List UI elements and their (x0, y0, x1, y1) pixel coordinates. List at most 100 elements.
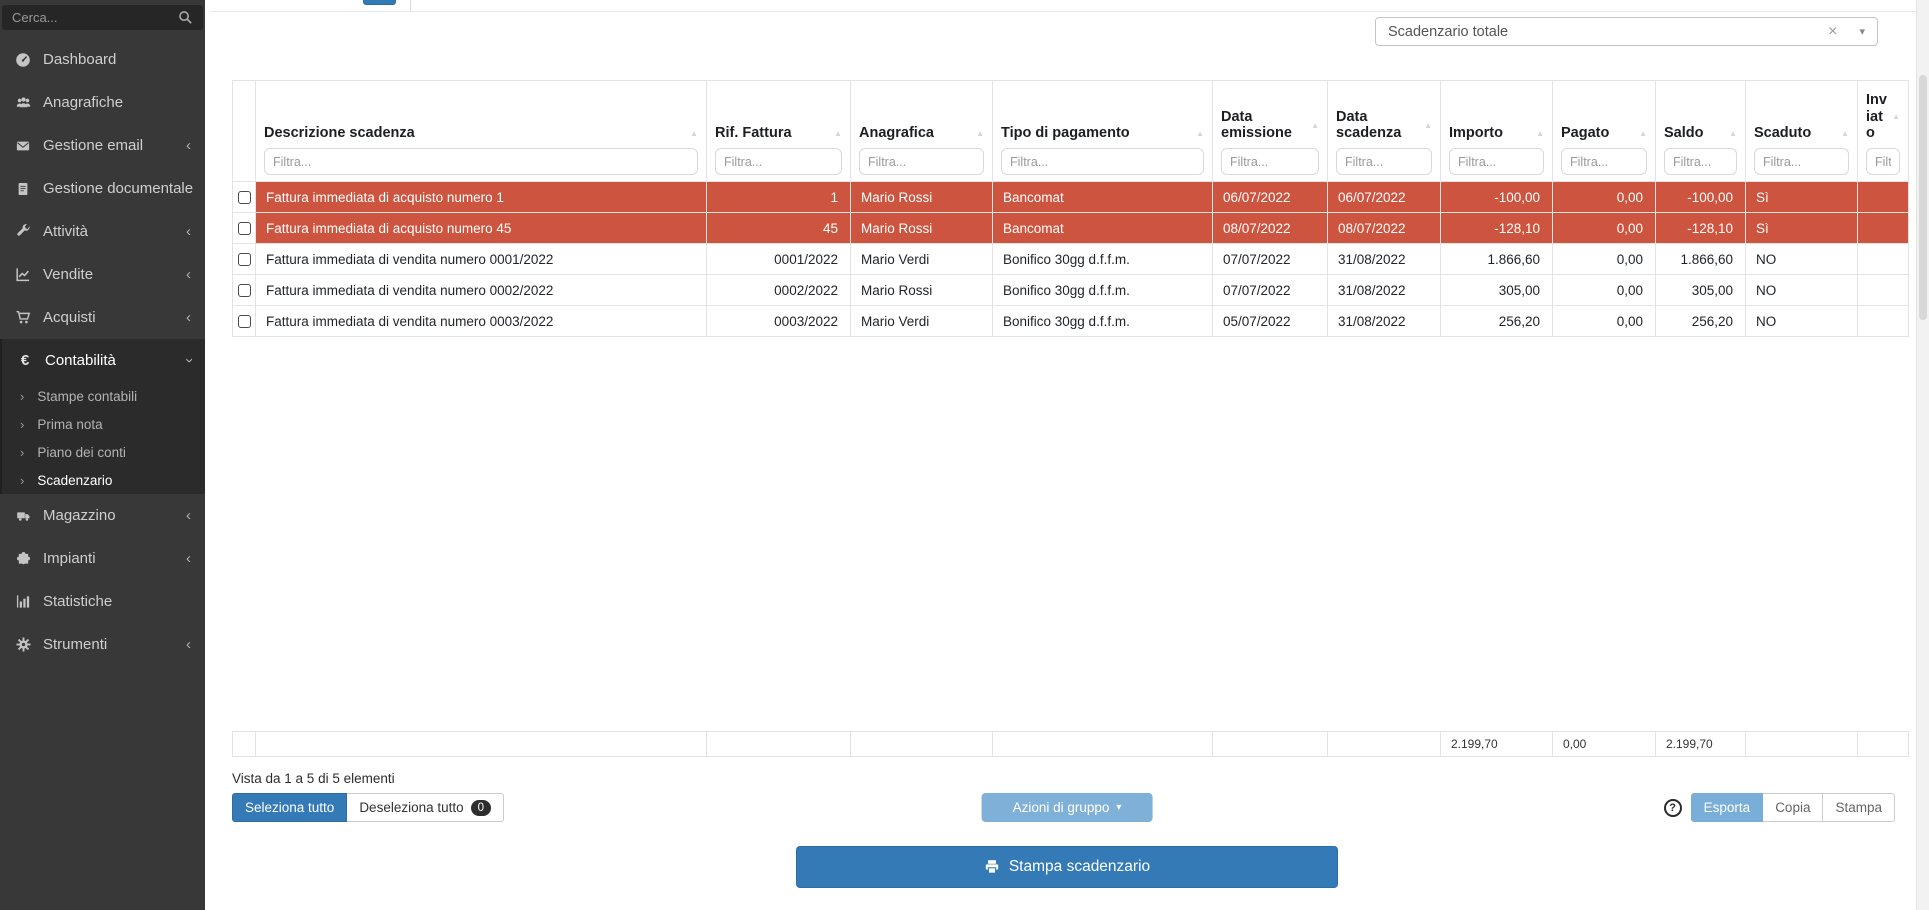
sidebar-item-label: Gestione documentale (43, 180, 193, 197)
column-header-inviato[interactable]: Inviato▲ (1858, 81, 1909, 182)
users-icon (14, 95, 32, 111)
copy-button[interactable]: Copia (1763, 793, 1823, 822)
table-row[interactable]: Fattura immediata di vendita numero 0002… (233, 275, 1909, 306)
submenu-arrow-icon: › (20, 389, 24, 404)
sidebar-item-magazzino[interactable]: Magazzino ‹ (0, 494, 205, 537)
column-header-data-emissione[interactable]: Data emissione▲ (1213, 81, 1328, 182)
sidebar-item-dashboard[interactable]: Dashboard (0, 38, 205, 81)
cell-saldo: -100,00 (1656, 182, 1746, 213)
sidebar-item-label: Acquisti (43, 309, 96, 326)
row-checkbox[interactable] (238, 284, 251, 297)
sidebar-item-label: Gestione email (43, 137, 143, 154)
cell-descrizione: Fattura immediata di acquisto numero 1 (256, 182, 707, 213)
sidebar-subitem-piano-dei-conti[interactable]: › Piano dei conti (2, 438, 205, 466)
cell-scaduto: Sì (1746, 182, 1858, 213)
filter-input-scaduto[interactable] (1754, 148, 1849, 175)
select-all-button[interactable]: Seleziona tutto (232, 793, 347, 822)
filter-input-tipo-pagamento[interactable] (1001, 148, 1204, 175)
chevron-left-icon: ‹ (186, 310, 191, 325)
column-header-pagato[interactable]: Pagato▲ (1553, 81, 1656, 182)
column-header-saldo[interactable]: Saldo▲ (1656, 81, 1746, 182)
table-row[interactable]: Fattura immediata di acquisto numero 45 … (233, 213, 1909, 244)
print-button[interactable]: Stampa (1823, 793, 1895, 822)
sidebar-item-strumenti[interactable]: Strumenti ‹ (0, 623, 205, 666)
sidebar-item-gestione-email[interactable]: Gestione email ‹ (0, 124, 205, 167)
topbar: Scadenzario totale × ▾ (205, 0, 1929, 80)
sidebar-item-attivita[interactable]: Attività ‹ (0, 210, 205, 253)
sort-icon: ▲ (1636, 129, 1647, 138)
chevron-left-icon: ‹ (186, 508, 191, 523)
filter-input-data-scadenza[interactable] (1336, 148, 1432, 175)
active-tab-remnant[interactable] (363, 0, 396, 5)
scrollbar-thumb[interactable] (1919, 75, 1927, 320)
table-row[interactable]: Fattura immediata di acquisto numero 1 1… (233, 182, 1909, 213)
cell-importo: 256,20 (1441, 306, 1553, 337)
column-header-importo[interactable]: Importo▲ (1441, 81, 1553, 182)
checkbox-cell (233, 213, 256, 244)
filter-input-importo[interactable] (1449, 148, 1544, 175)
sidebar-item-gestione-documentale[interactable]: Gestione documentale (0, 167, 205, 210)
clear-icon[interactable]: × (1828, 23, 1837, 41)
print-schedule-button[interactable]: Stampa scadenzario (796, 846, 1338, 888)
search-input[interactable] (2, 5, 203, 30)
group-actions-wrap: Azioni di gruppo ▾ (982, 793, 1153, 822)
cell-tipo-pagamento: Bancomat (993, 182, 1213, 213)
help-icon[interactable]: ? (1664, 799, 1682, 817)
column-header-anagrafica[interactable]: Anagrafica▲ (851, 81, 993, 182)
table-empty-space (233, 337, 1909, 732)
sort-icon: ▲ (687, 129, 698, 138)
tabbar-border (210, 11, 1929, 12)
cell-inviato (1858, 213, 1909, 244)
table-row[interactable]: Fattura immediata di vendita numero 0003… (233, 306, 1909, 337)
sidebar-item-statistiche[interactable]: Statistiche (0, 580, 205, 623)
sidebar-subitem-stampe-contabili[interactable]: › Stampe contabili (2, 382, 205, 410)
group-actions-button[interactable]: Azioni di gruppo ▾ (982, 793, 1153, 822)
sidebar-item-anagrafiche[interactable]: Anagrafiche (0, 81, 205, 124)
table-row[interactable]: Fattura immediata di vendita numero 0001… (233, 244, 1909, 275)
column-header-descrizione[interactable]: Descrizione scadenza▲ (256, 81, 707, 182)
row-checkbox[interactable] (238, 315, 251, 328)
sidebar-subitem-prima-nota[interactable]: › Prima nota (2, 410, 205, 438)
column-header-rif-fattura[interactable]: Rif. Fattura▲ (707, 81, 851, 182)
filter-input-data-emissione[interactable] (1221, 148, 1319, 175)
filter-input-anagrafica[interactable] (859, 148, 984, 175)
chevron-left-icon: ‹ (186, 224, 191, 239)
scadenzario-filter-select[interactable]: Scadenzario totale × ▾ (1375, 17, 1878, 46)
sort-icon: ▲ (1726, 129, 1737, 138)
export-button[interactable]: Esporta (1691, 793, 1764, 822)
filter-input-pagato[interactable] (1561, 148, 1647, 175)
sidebar-item-label: Contabilità (45, 352, 116, 369)
column-label: Inviato (1866, 92, 1889, 142)
row-checkbox[interactable] (238, 191, 251, 204)
bar-chart-icon (14, 594, 32, 610)
sidebar-item-impianti[interactable]: Impianti ‹ (0, 537, 205, 580)
sidebar-subitem-scadenzario[interactable]: › Scadenzario (2, 466, 205, 494)
cell-anagrafica: Mario Rossi (851, 182, 993, 213)
filter-input-rif-fattura[interactable] (715, 148, 842, 175)
sidebar-item-contabilita[interactable]: € Contabilità ‹ (2, 339, 205, 382)
cell-scaduto: Sì (1746, 213, 1858, 244)
sidebar-subitem-label: Scadenzario (37, 473, 112, 488)
cell-saldo: 1.866,60 (1656, 244, 1746, 275)
cell-data-scadenza: 06/07/2022 (1328, 182, 1441, 213)
cell-tipo-pagamento: Bonifico 30gg d.f.f.m. (993, 244, 1213, 275)
cell-rif-fattura: 0002/2022 (707, 275, 851, 306)
sidebar-item-label: Statistiche (43, 593, 112, 610)
column-header-data-scadenza[interactable]: Data scadenza▲ (1328, 81, 1441, 182)
sidebar-item-acquisti[interactable]: Acquisti ‹ (0, 296, 205, 339)
filter-input-saldo[interactable] (1664, 148, 1737, 175)
cell-tipo-pagamento: Bonifico 30gg d.f.f.m. (993, 275, 1213, 306)
export-button-group: ? Esporta Copia Stampa (1664, 793, 1895, 822)
filter-input-descrizione[interactable] (264, 148, 698, 175)
row-checkbox[interactable] (238, 222, 251, 235)
column-header-scaduto[interactable]: Scaduto▲ (1746, 81, 1858, 182)
submenu-arrow-icon: › (20, 417, 24, 432)
puzzle-icon (14, 551, 32, 567)
filter-input-inviato[interactable] (1866, 148, 1900, 175)
submenu-arrow-icon: › (20, 445, 24, 460)
column-label: Rif. Fattura (715, 125, 792, 142)
row-checkbox[interactable] (238, 253, 251, 266)
column-header-tipo-pagamento[interactable]: Tipo di pagamento▲ (993, 81, 1213, 182)
deselect-all-button[interactable]: Deseleziona tutto 0 (347, 793, 504, 822)
sidebar-item-vendite[interactable]: Vendite ‹ (0, 253, 205, 296)
